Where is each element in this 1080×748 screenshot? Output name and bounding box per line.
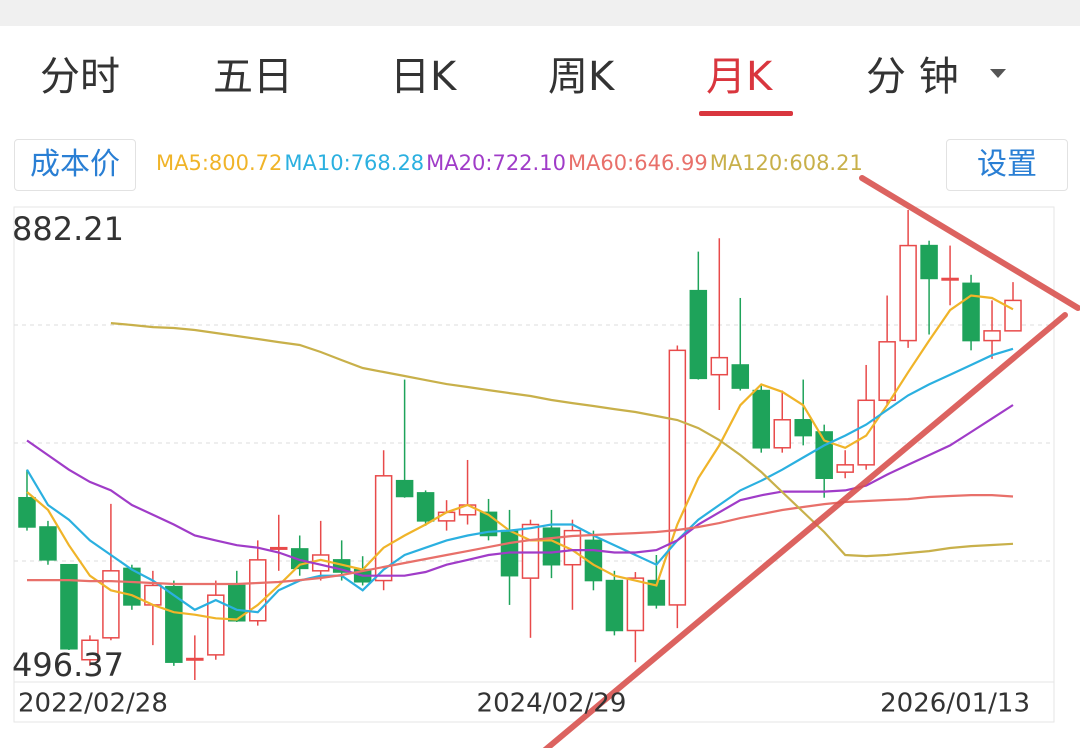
settings-button[interactable]: 设置 bbox=[946, 139, 1068, 191]
candle-body bbox=[962, 282, 980, 342]
candle-body bbox=[123, 567, 141, 606]
candle-body bbox=[395, 479, 414, 498]
candle-body bbox=[689, 289, 708, 380]
legend-entry: MA20:722.10 bbox=[426, 151, 566, 175]
tab[interactable]: 日K bbox=[390, 54, 457, 100]
cost-button[interactable]: 成本价 bbox=[14, 139, 136, 191]
candle-body bbox=[857, 399, 875, 466]
candle-body bbox=[207, 594, 225, 656]
candle-body bbox=[60, 563, 78, 650]
candle-body bbox=[39, 526, 57, 561]
candle-body bbox=[668, 349, 687, 606]
x-tick-label: 2024/02/29 bbox=[477, 689, 627, 719]
candle-body bbox=[899, 244, 917, 342]
tab[interactable]: 五日 bbox=[213, 54, 293, 100]
ma-line bbox=[26, 347, 1014, 614]
candle-body bbox=[647, 579, 666, 606]
y-max-label: 882.21 bbox=[12, 210, 124, 248]
candle-body bbox=[165, 585, 183, 663]
active-underline bbox=[699, 111, 793, 116]
tab[interactable]: 分时 bbox=[40, 54, 120, 100]
candle-body bbox=[228, 584, 246, 622]
candle-body bbox=[794, 419, 812, 437]
x-tick-label: 2026/01/13 bbox=[880, 689, 1030, 719]
candle-body bbox=[920, 244, 938, 280]
candle-body bbox=[752, 389, 771, 449]
candle-body bbox=[878, 341, 896, 402]
candle-body bbox=[710, 356, 729, 376]
candle-body bbox=[626, 577, 645, 632]
ma-line bbox=[26, 404, 1014, 577]
candle-body bbox=[81, 639, 99, 661]
candle-body bbox=[941, 277, 959, 281]
candle-body bbox=[249, 559, 267, 622]
tab-dropdown[interactable]: 分 钟 bbox=[866, 54, 959, 100]
candle-body bbox=[18, 496, 36, 528]
candle-body bbox=[416, 492, 435, 522]
candle-body bbox=[269, 546, 288, 550]
candle-body bbox=[1004, 299, 1022, 332]
candle-body bbox=[186, 657, 204, 661]
legend-entry: MA10:768.28 bbox=[284, 151, 424, 175]
ma-line bbox=[27, 494, 1014, 586]
legend-entry: MA5:800.72 bbox=[156, 151, 282, 175]
candle-body bbox=[374, 475, 393, 582]
legend-entry: MA120:608.21 bbox=[710, 151, 863, 175]
dropdown-arrow bbox=[990, 69, 1006, 78]
candle-body bbox=[563, 529, 582, 566]
candle-body bbox=[542, 527, 561, 566]
annotation-line bbox=[859, 175, 1080, 311]
candle-body bbox=[773, 419, 791, 449]
candle-body bbox=[521, 523, 540, 579]
x-tick-label: 2022/02/28 bbox=[18, 689, 168, 719]
candle-body bbox=[605, 579, 624, 632]
candle-body bbox=[731, 364, 750, 389]
legend-entry: MA60:646.99 bbox=[568, 151, 708, 175]
tab-active[interactable]: 月K bbox=[706, 54, 773, 100]
chart-frame bbox=[13, 206, 1055, 723]
y-min-label: 496.37 bbox=[12, 646, 124, 684]
candle-body bbox=[983, 330, 1001, 342]
annotation-line bbox=[542, 312, 1068, 748]
ma-line bbox=[26, 294, 1014, 621]
status-band bbox=[0, 0, 1080, 26]
ma-line bbox=[110, 322, 1014, 558]
tab[interactable]: 周K bbox=[548, 54, 615, 100]
candle-body bbox=[836, 464, 854, 473]
